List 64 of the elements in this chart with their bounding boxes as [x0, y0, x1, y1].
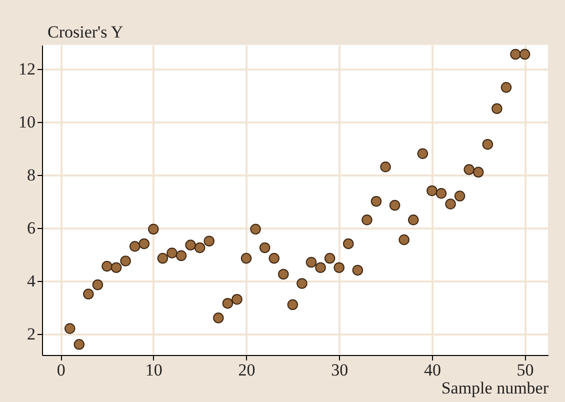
point: [129, 241, 140, 252]
point: [315, 262, 326, 273]
point: [408, 214, 419, 226]
point: [296, 278, 308, 289]
point: [324, 252, 336, 264]
point: [120, 256, 131, 266]
point: [138, 238, 150, 250]
point: [500, 82, 512, 93]
y-tick-label: 8: [27, 165, 36, 184]
point: [194, 242, 206, 254]
point: [64, 323, 76, 334]
y-tick-label: 10: [18, 112, 36, 132]
point: [426, 185, 438, 196]
point: [185, 240, 196, 250]
point: [445, 198, 456, 210]
point: [110, 262, 122, 273]
point: [278, 268, 289, 280]
point: [204, 236, 214, 246]
point: [176, 250, 187, 262]
point: [250, 224, 261, 235]
x-tick-label: 50: [516, 360, 534, 380]
point: [306, 256, 317, 268]
point: [398, 234, 410, 246]
y-axis-title: Crosier's Y: [48, 22, 124, 42]
y-tick-label: 4: [27, 271, 36, 290]
y-tick-label: 12: [18, 59, 36, 78]
point: [213, 312, 224, 324]
point: [519, 48, 530, 60]
point: [352, 264, 364, 276]
point: [240, 252, 252, 264]
point: [464, 164, 474, 175]
x-tick-label: 0: [56, 360, 66, 380]
point: [232, 294, 242, 305]
point: [157, 252, 168, 264]
y-tick-label: 6: [27, 218, 36, 238]
point: [436, 188, 447, 199]
point: [92, 279, 104, 290]
point: [83, 288, 94, 300]
point: [362, 214, 372, 226]
x-tick-label: 30: [331, 360, 348, 380]
point: [334, 262, 344, 273]
point: [166, 248, 178, 258]
point: [492, 103, 502, 114]
point: [370, 196, 382, 207]
point: [268, 252, 280, 264]
point: [482, 138, 494, 150]
point: [510, 48, 521, 60]
point: [148, 224, 159, 235]
point: [389, 200, 400, 211]
x-tick-label: 40: [424, 360, 441, 380]
point: [102, 260, 112, 272]
point: [454, 190, 466, 202]
point: [259, 242, 270, 254]
point: [343, 238, 354, 250]
point: [287, 299, 298, 310]
point: [472, 166, 484, 178]
x-tick-label: 20: [238, 360, 256, 380]
point: [380, 162, 391, 172]
point: [417, 148, 428, 159]
x-tick-label: 10: [145, 360, 162, 380]
x-axis-title: Sample number: [441, 378, 549, 398]
y-tick-label: 2: [27, 324, 36, 344]
point: [222, 298, 234, 309]
point: [74, 339, 85, 350]
